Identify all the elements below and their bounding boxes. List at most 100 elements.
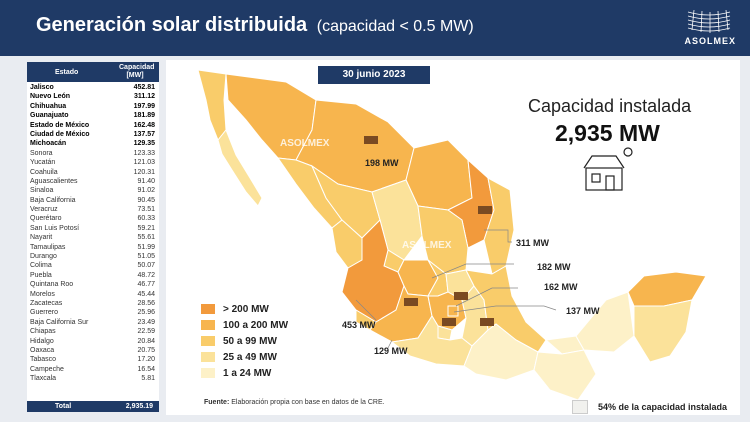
table-row: Tlaxcala 5.81	[27, 374, 159, 383]
row-estado: Tabasco	[30, 356, 57, 364]
row-capacidad: 91.02	[137, 187, 155, 195]
row-capacidad: 51.05	[137, 253, 155, 261]
callout-line-jal	[355, 299, 377, 321]
row-capacidad: 25.96	[137, 309, 155, 317]
table-row: Durango 51.05	[27, 252, 159, 261]
callout-line-gto	[431, 263, 514, 279]
legend-label: > 200 MW	[223, 303, 269, 315]
callout-line-mich	[387, 339, 393, 349]
total-label: Total	[55, 403, 72, 410]
row-estado: Ciudad de México	[30, 130, 90, 138]
row-estado: Sonora	[30, 149, 53, 157]
watermark-2: ASOLMEX	[402, 240, 452, 251]
callout-line-cdmx	[453, 305, 557, 313]
logo-text: ASOLMEX	[684, 36, 736, 46]
row-capacidad: 137.57	[133, 130, 155, 138]
row-estado: Aguascalientes	[30, 177, 78, 185]
table-row: Jalisco 452.81	[27, 83, 159, 92]
table-row: Nayarit 55.61	[27, 233, 159, 242]
row-estado: Nuevo León	[30, 93, 71, 101]
state-cdmx	[447, 305, 459, 317]
state-baja-california-sur	[217, 129, 263, 207]
table-row: Chihuahua 197.99	[27, 102, 159, 111]
callout-cdmx: 137 MW	[566, 306, 600, 316]
date-badge: 30 junio 2023	[318, 66, 430, 84]
callout-chihuahua: 198 MW	[365, 158, 399, 168]
table-row: Campeche 16.54	[27, 365, 159, 374]
row-estado: Colima	[30, 262, 52, 270]
callout-line-nl	[484, 229, 512, 243]
table-row: Yucatán 121.03	[27, 158, 159, 167]
row-capacidad: 5.81	[141, 375, 155, 383]
table-row: Morelos 45.44	[27, 290, 159, 299]
capacity-value: 2,935 MW	[555, 120, 660, 146]
legend-label: 100 a 200 MW	[223, 319, 289, 331]
legend-swatch	[201, 320, 215, 330]
table-row: Veracruz 73.51	[27, 205, 159, 214]
table-row: Baja California Sur 23.49	[27, 318, 159, 327]
row-capacidad: 120.31	[133, 168, 155, 176]
row-estado: Guerrero	[30, 309, 59, 317]
row-capacidad: 162.48	[133, 121, 155, 129]
map-legend: > 200 MW 100 a 200 MW 50 a 99 MW 25 a 49 MW…	[201, 301, 288, 381]
legend-label: 50 a 99 MW	[223, 335, 277, 347]
row-capacidad: 181.89	[133, 112, 155, 120]
row-estado: Veracruz	[30, 206, 58, 214]
solar-panel-icon-gto	[454, 292, 468, 300]
table-row: Querétaro 60.33	[27, 214, 159, 223]
capacity-label: Capacidad instalada	[528, 96, 692, 116]
row-capacidad: 22.59	[137, 328, 155, 336]
row-capacidad: 90.45	[137, 196, 155, 204]
table-row: Estado de México 162.48	[27, 121, 159, 130]
table-row: Tamaulipas 51.99	[27, 243, 159, 252]
legend-item: 25 a 49 MW	[201, 349, 288, 365]
table-header: Estado Capacidad [MW]	[27, 62, 159, 82]
pct-swatch	[572, 400, 588, 414]
table-row: Michoacán 129.35	[27, 139, 159, 148]
table-row: Colima 50.07	[27, 261, 159, 270]
total-value: 2,935.19	[125, 403, 153, 410]
table-row: Oaxaca 20.75	[27, 346, 159, 355]
row-capacidad: 91.40	[137, 177, 155, 185]
state-quintana-roo	[633, 299, 693, 363]
legend-item: 50 a 99 MW	[201, 333, 288, 349]
row-estado: Campeche	[30, 365, 64, 373]
row-capacidad: 17.20	[137, 356, 155, 364]
legend-swatch	[201, 304, 215, 314]
table-row: Puebla 48.72	[27, 271, 159, 280]
row-estado: Chiapas	[30, 328, 56, 336]
row-estado: Nayarit	[30, 234, 53, 242]
row-estado: Zacatecas	[30, 299, 63, 307]
col-header-estado: Estado	[55, 69, 79, 76]
legend-swatch	[201, 352, 215, 362]
row-capacidad: 197.99	[133, 102, 155, 110]
row-capacidad: 73.51	[137, 206, 155, 214]
table-row: Hidalgo 20.84	[27, 337, 159, 346]
row-estado: Baja California Sur	[30, 318, 89, 326]
header-bar: Generación solar distribuida (capacidad …	[0, 0, 750, 56]
row-estado: Yucatán	[30, 159, 56, 167]
solar-panel-icon-chihuahua	[364, 136, 378, 144]
row-capacidad: 452.81	[133, 84, 155, 91]
source-note: Fuente: Elaboración propia con base en d…	[204, 399, 385, 406]
page-title: Generación solar distribuida (capacidad …	[36, 14, 474, 36]
row-estado: Durango	[30, 253, 57, 261]
row-estado: Estado de México	[30, 121, 90, 129]
table-row: San Luis Potosí 59.21	[27, 224, 159, 233]
row-capacidad: 23.49	[137, 318, 155, 326]
row-capacidad: 45.44	[137, 290, 155, 298]
solar-panel-icon-cdmx	[480, 318, 494, 326]
row-estado: Michoacán	[30, 140, 67, 148]
row-estado: Sinaloa	[30, 187, 54, 195]
row-capacidad: 121.03	[133, 159, 155, 167]
row-estado: Hidalgo	[30, 337, 54, 345]
row-capacidad: 20.84	[137, 337, 155, 345]
row-estado: Tlaxcala	[30, 375, 57, 383]
row-estado: Chihuahua	[30, 102, 67, 110]
state-yucatan	[627, 271, 707, 307]
row-estado: Baja California	[30, 196, 76, 204]
table-body: Jalisco 452.81 Nuevo León 311.12 Chihuahua 19…	[27, 83, 159, 384]
state-chiapas	[533, 349, 597, 401]
row-estado: Oaxaca	[30, 346, 55, 354]
solar-panel-icon-jal	[404, 298, 418, 306]
